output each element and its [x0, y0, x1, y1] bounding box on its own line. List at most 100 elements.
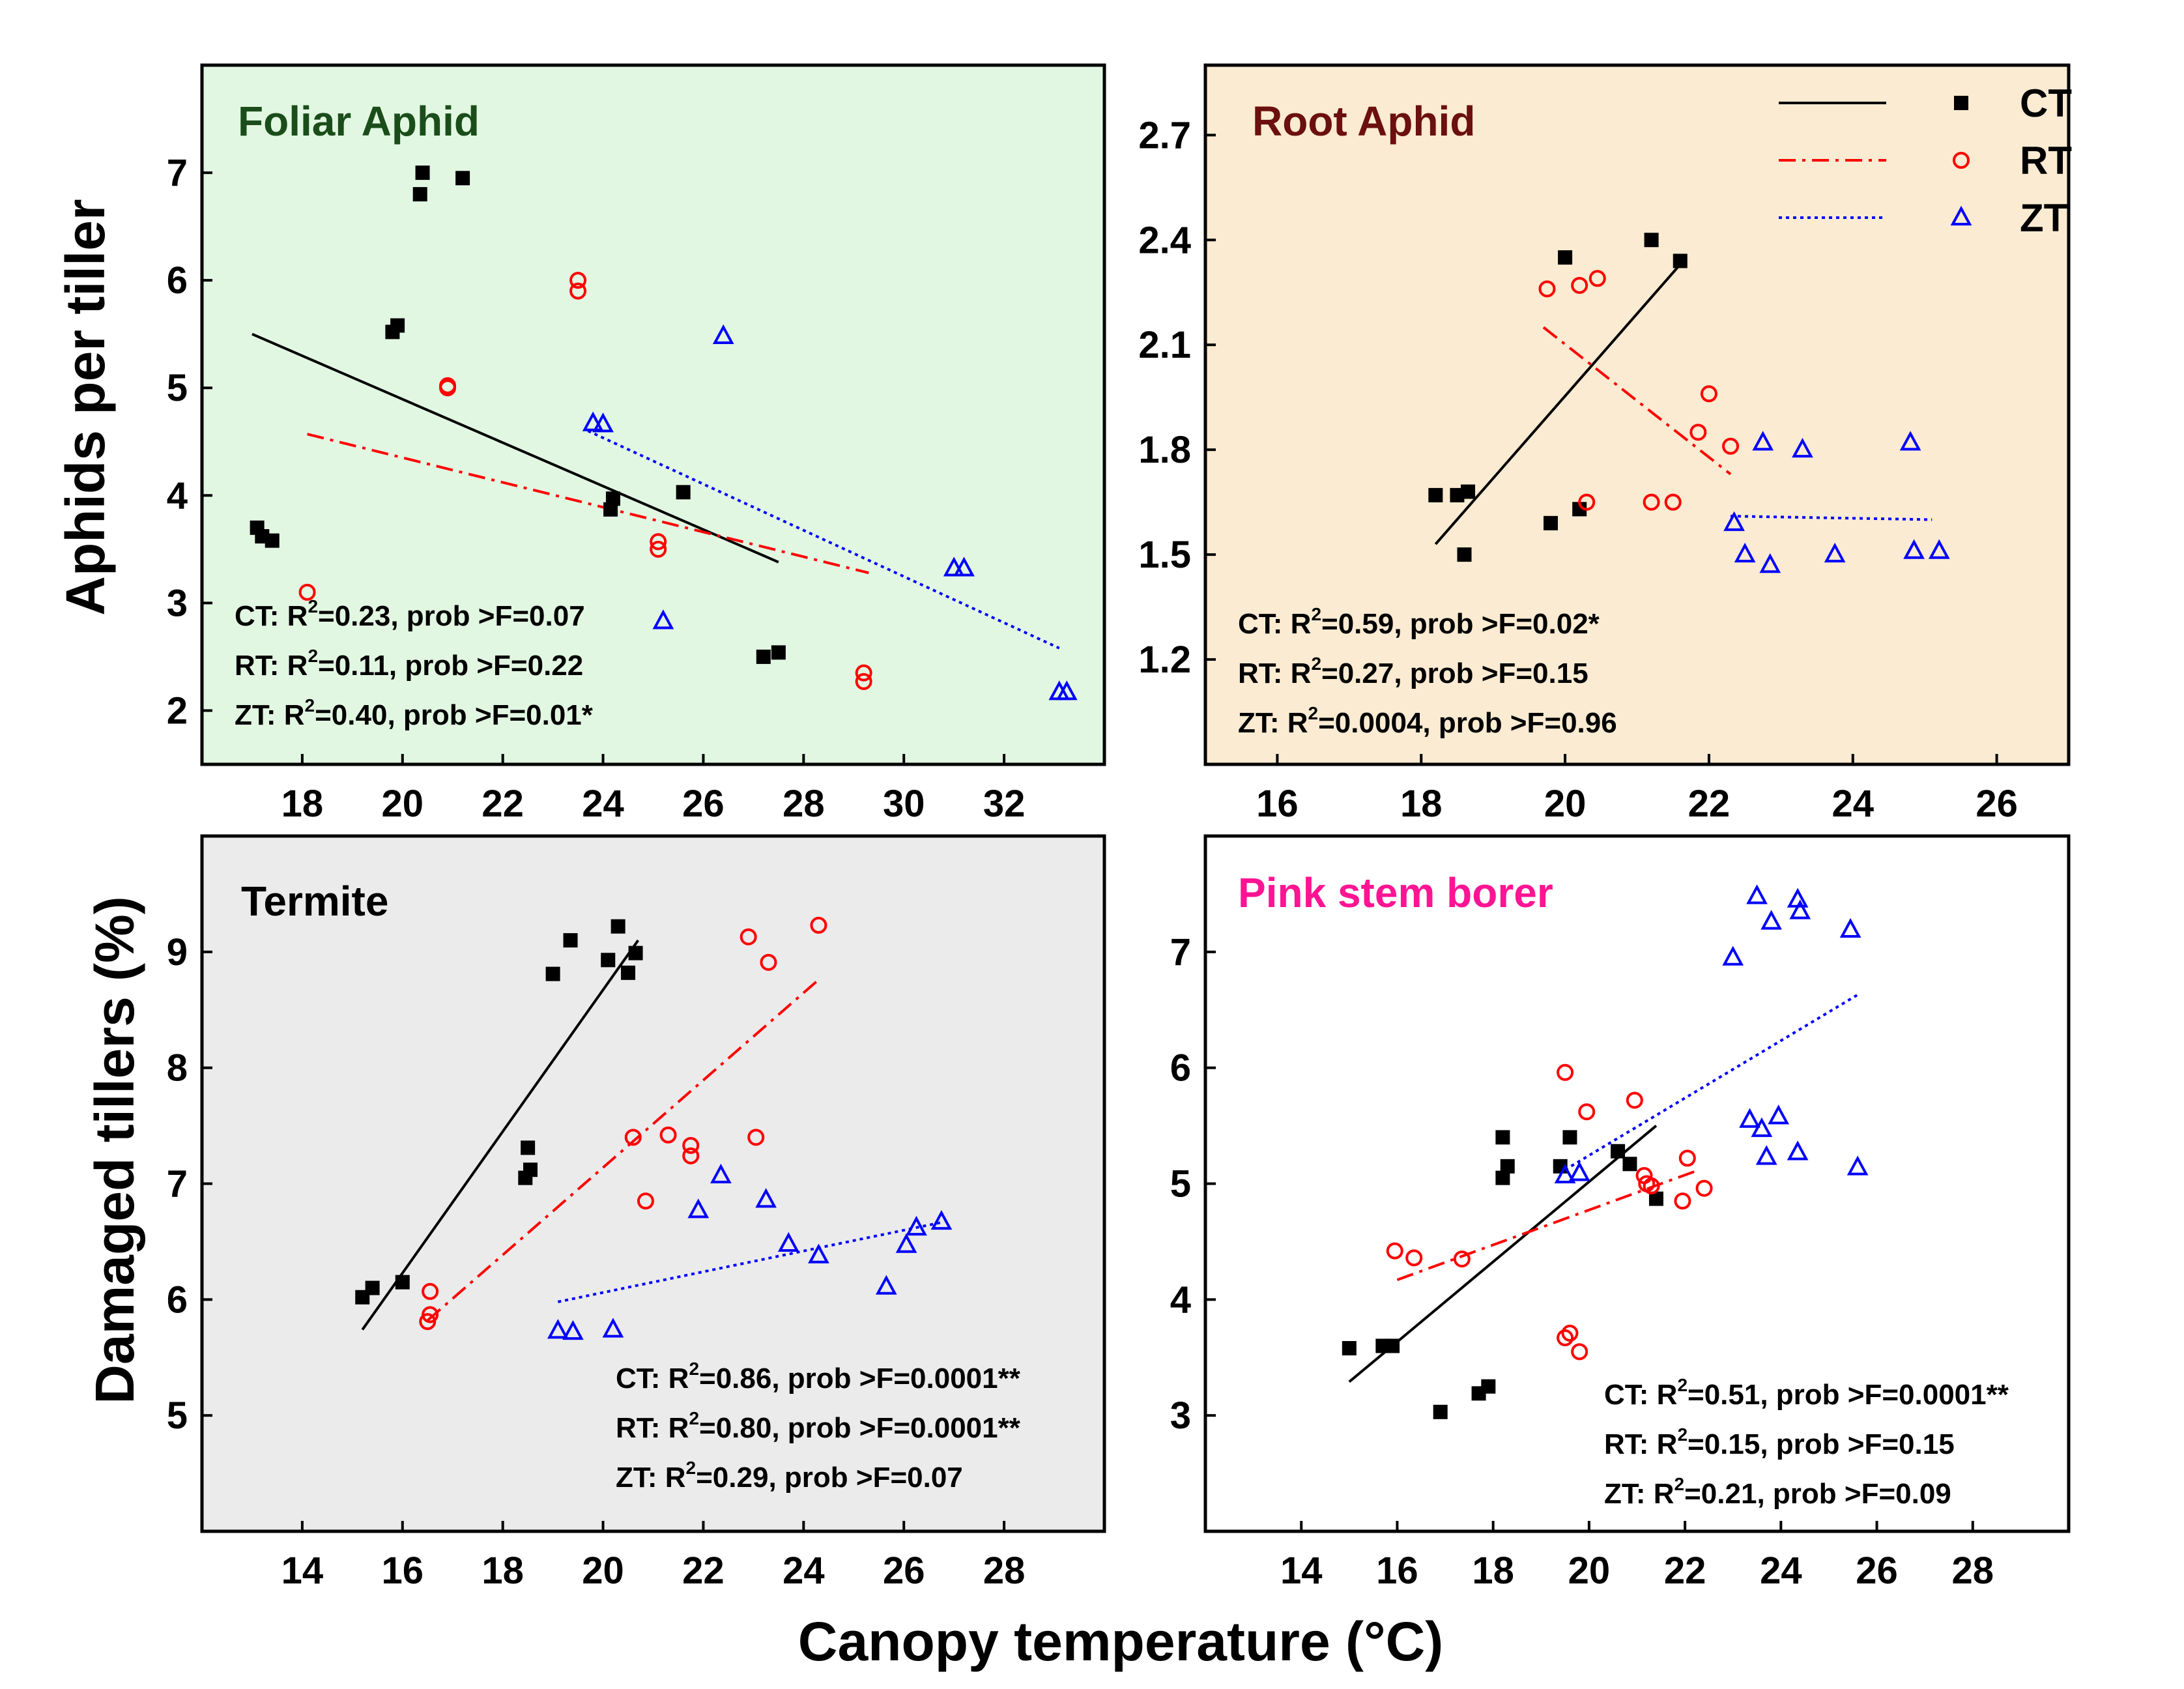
data-point-zt — [1751, 1117, 1773, 1137]
data-point-rt — [1405, 1249, 1423, 1267]
data-point-ct — [365, 1280, 380, 1295]
x-tick-label: 26 — [1976, 783, 2018, 825]
y-tick-label: 4 — [1170, 1278, 1191, 1321]
fit-line-rt — [426, 979, 820, 1321]
y-axis-label-top: Aphids per tiller — [55, 199, 116, 615]
data-point-ct — [1495, 1170, 1510, 1185]
data-point-ct — [1611, 1144, 1626, 1159]
data-point-ct — [390, 318, 405, 333]
data-point-ct — [1558, 250, 1573, 265]
data-point-ct — [1500, 1159, 1515, 1174]
data-point-zt — [687, 1198, 710, 1219]
x-tick-label: 20 — [582, 1550, 624, 1592]
y-tick-label: 1.5 — [1138, 534, 1191, 576]
data-point-ct — [771, 645, 786, 660]
data-point-ct — [628, 946, 643, 960]
data-point-zt — [1792, 437, 1813, 458]
y-tick-label: 2.7 — [1138, 114, 1191, 156]
y-tick-label: 3 — [167, 582, 188, 624]
data-point-zt — [1789, 899, 1811, 919]
data-point-ct — [1648, 1191, 1663, 1206]
legend-label-ct: CT — [2020, 81, 2072, 125]
plot-background — [202, 65, 1104, 764]
fit-line-rt — [307, 433, 869, 575]
stat-zt: ZT: R2=0.21, prob >F=0.09 — [1604, 1474, 1951, 1510]
data-point-rt — [1538, 280, 1556, 298]
data-point-ct — [756, 649, 771, 664]
x-tick-label: 22 — [682, 1550, 725, 1592]
y-tick-label: 3 — [1170, 1394, 1191, 1437]
x-tick-label: 22 — [1688, 783, 1731, 825]
data-point-zt — [582, 411, 604, 431]
y-tick-label: 7 — [1170, 931, 1191, 974]
data-point-zt — [1752, 431, 1774, 451]
x-tick-label: 20 — [1568, 1550, 1611, 1592]
x-tick-label: 32 — [983, 783, 1026, 825]
data-point-zt — [652, 609, 674, 629]
y-axis-label-bottom: Damaged tillers (%) — [84, 896, 145, 1404]
data-point-rt — [1643, 493, 1660, 511]
panel-title: Foliar Aphid — [238, 98, 480, 145]
data-point-ct — [412, 187, 427, 202]
data-point-zt — [1846, 1155, 1869, 1176]
fit-line-zt — [557, 1220, 945, 1303]
data-point-rt — [1664, 493, 1682, 511]
panel-pink-stem-borer: 14 16 18 20 22 24 26 28 3 4 5 6 7 Pink stem borer CT: … — [1170, 834, 2071, 1592]
stat-zt: ZT: R2=0.40, prob >F=0.01* — [235, 695, 594, 731]
y-tick-label: 2 — [167, 689, 188, 732]
data-point-zt — [1568, 1161, 1590, 1181]
data-point-rt — [760, 953, 777, 971]
stat-rt: RT: R2=0.11, prob >F=0.22 — [235, 646, 583, 682]
data-point-rt — [1557, 1329, 1574, 1347]
data-point-zt — [1760, 910, 1782, 930]
x-tick-label: 20 — [382, 783, 424, 825]
data-point-zt — [1839, 917, 1861, 938]
panel-title: Pink stem borer — [1238, 869, 1553, 916]
data-point-zt — [1903, 539, 1925, 559]
y-tick-label: 4 — [167, 474, 188, 517]
data-point-rt — [1578, 1103, 1596, 1121]
data-point-ct — [621, 965, 636, 980]
data-point-rt — [1626, 1091, 1643, 1109]
data-point-zt — [895, 1233, 917, 1253]
data-point-rt — [1695, 1179, 1713, 1197]
data-point-rt — [1643, 1177, 1660, 1195]
data-point-ct — [1495, 1130, 1510, 1145]
data-point-rt — [1578, 493, 1596, 511]
x-tick-label: 24 — [1832, 783, 1874, 825]
data-point-ct — [1428, 487, 1443, 502]
data-point-zt — [1787, 1140, 1809, 1161]
data-point-zt — [1899, 431, 1921, 451]
plot-background — [1205, 65, 2069, 764]
plot-frame — [1203, 834, 2071, 1533]
data-point-ct — [1450, 487, 1465, 502]
data-point-rt — [682, 1147, 700, 1164]
panel-foliar-aphid: 18 20 22 24 26 28 30 32 2 3 4 5 6 7 Foliar Aphid CT: R2… — [167, 63, 1106, 825]
data-point-rt — [1561, 1324, 1579, 1342]
data-point-ct — [1544, 515, 1558, 530]
y-tick-label: 6 — [167, 1278, 188, 1321]
data-point-ct — [1385, 1338, 1400, 1353]
data-point-rt — [1700, 385, 1717, 403]
data-point-ct — [1481, 1379, 1496, 1394]
data-point-rt — [810, 916, 827, 934]
y-tick-label: 7 — [167, 1163, 188, 1205]
panel-title: Root Aphid — [1252, 98, 1475, 145]
stat-ct: CT: R2=0.51, prob >F=0.0001** — [1604, 1375, 2009, 1411]
data-point-zt — [1734, 542, 1756, 563]
data-point-ct — [603, 502, 618, 517]
data-point-rt — [419, 1313, 437, 1331]
data-point-ct — [1644, 233, 1659, 248]
data-point-zt — [1554, 1163, 1576, 1184]
data-point-ct — [1673, 253, 1688, 268]
data-point-ct — [395, 1275, 410, 1290]
fit-line-rt — [1542, 326, 1732, 476]
data-point-ct — [1461, 484, 1476, 499]
stat-ct: CT: R2=0.59, prob >F=0.02* — [1238, 604, 1600, 640]
data-point-ct — [1342, 1341, 1357, 1356]
data-point-ct — [563, 933, 578, 948]
data-point-rt — [1571, 276, 1588, 294]
data-point-rt — [682, 1136, 700, 1154]
stat-ct: CT: R2=0.23, prob >F=0.07 — [235, 596, 585, 632]
